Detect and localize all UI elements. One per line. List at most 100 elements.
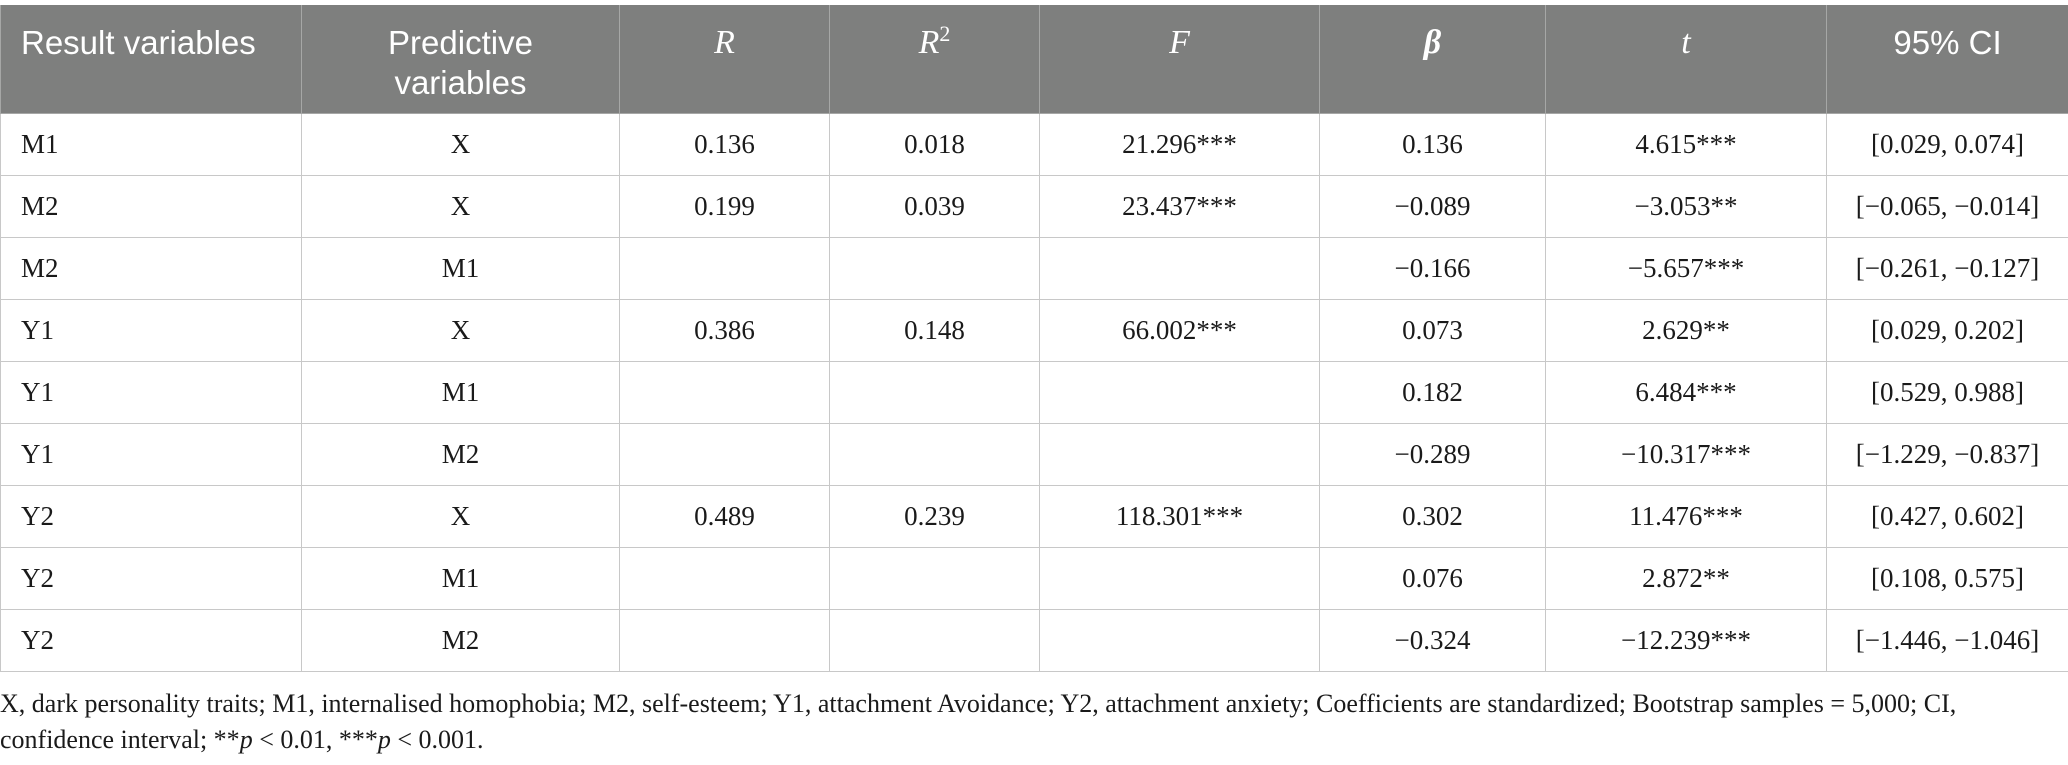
cell-ci: [0.529, 0.988]: [1826, 360, 2068, 424]
cell-r: [619, 546, 830, 610]
cell-result: Y1: [0, 298, 302, 362]
cell-r2: [829, 360, 1040, 424]
cell-result: M1: [0, 112, 302, 176]
cell-r: [619, 236, 830, 300]
cell-beta: 0.073: [1319, 298, 1546, 362]
cell-predictive: M1: [301, 546, 620, 610]
cell-r: [619, 608, 830, 672]
table-footnote: X, dark personality traits; M1, internal…: [0, 686, 2060, 758]
cell-r2: [829, 608, 1040, 672]
cell-predictive: M1: [301, 236, 620, 300]
header-beta: β: [1319, 5, 1546, 114]
cell-beta: −0.324: [1319, 608, 1546, 672]
cell-f: [1039, 608, 1320, 672]
cell-f: 118.301***: [1039, 484, 1320, 548]
cell-r2: [829, 422, 1040, 486]
footnote-p-symbol: p: [239, 725, 253, 754]
cell-t: 11.476***: [1545, 484, 1827, 548]
cell-f: [1039, 236, 1320, 300]
cell-f: [1039, 546, 1320, 610]
footnote-text: < 0.01, ***: [252, 725, 378, 754]
cell-r: 0.386: [619, 298, 830, 362]
cell-ci: [−0.261, −0.127]: [1826, 236, 2068, 300]
cell-predictive: M2: [301, 608, 620, 672]
cell-ci: [0.108, 0.575]: [1826, 546, 2068, 610]
cell-result: Y1: [0, 360, 302, 424]
header-result-variables: Result variables: [0, 5, 302, 114]
cell-r2: [829, 546, 1040, 610]
cell-f: 21.296***: [1039, 112, 1320, 176]
table-container: Result variables Predictive variables R …: [0, 5, 2068, 672]
cell-beta: 0.136: [1319, 112, 1546, 176]
cell-r2: 0.148: [829, 298, 1040, 362]
cell-result: Y2: [0, 608, 302, 672]
cell-r: 0.199: [619, 174, 830, 238]
cell-predictive: X: [301, 174, 620, 238]
cell-t: −5.657***: [1545, 236, 1827, 300]
cell-result: M2: [0, 236, 302, 300]
cell-t: 4.615***: [1545, 112, 1827, 176]
footnote-text: < 0.001.: [390, 725, 484, 754]
footnote-p-symbol: p: [377, 725, 391, 754]
cell-result: Y2: [0, 546, 302, 610]
cell-beta: −0.289: [1319, 422, 1546, 486]
footnote-text: X, dark personality traits; M1, internal…: [0, 689, 1957, 754]
table-row: Y2 X 0.489 0.239 118.301*** 0.302 11.476…: [0, 484, 2068, 548]
table-row: M1 X 0.136 0.018 21.296*** 0.136 4.615**…: [0, 112, 2068, 176]
header-row: Result variables Predictive variables R …: [0, 5, 2068, 114]
cell-ci: [0.029, 0.074]: [1826, 112, 2068, 176]
table-row: M2 X 0.199 0.039 23.437*** −0.089 −3.053…: [0, 174, 2068, 238]
header-r-squared-base: R: [918, 24, 940, 61]
cell-r: [619, 360, 830, 424]
cell-r2: 0.018: [829, 112, 1040, 176]
cell-t: −3.053**: [1545, 174, 1827, 238]
cell-predictive: M1: [301, 360, 620, 424]
cell-r2: 0.039: [829, 174, 1040, 238]
table-row: Y2 M2 −0.324 −12.239*** [−1.446, −1.046]: [0, 608, 2068, 672]
cell-beta: −0.089: [1319, 174, 1546, 238]
cell-beta: 0.182: [1319, 360, 1546, 424]
header-predictive-variables: Predictive variables: [301, 5, 620, 114]
table-row: Y1 X 0.386 0.148 66.002*** 0.073 2.629**…: [0, 298, 2068, 362]
header-r-squared: R2: [829, 5, 1040, 114]
cell-t: −12.239***: [1545, 608, 1827, 672]
cell-r: 0.136: [619, 112, 830, 176]
cell-result: Y1: [0, 422, 302, 486]
table-row: Y1 M1 0.182 6.484*** [0.529, 0.988]: [0, 360, 2068, 424]
header-f: F: [1039, 5, 1320, 114]
header-r-squared-exponent: 2: [939, 21, 951, 46]
cell-t: 2.872**: [1545, 546, 1827, 610]
cell-ci: [−1.446, −1.046]: [1826, 608, 2068, 672]
cell-predictive: X: [301, 298, 620, 362]
table-row: Y1 M2 −0.289 −10.317*** [−1.229, −0.837]: [0, 422, 2068, 486]
cell-result: M2: [0, 174, 302, 238]
cell-t: −10.317***: [1545, 422, 1827, 486]
cell-ci: [0.427, 0.602]: [1826, 484, 2068, 548]
cell-beta: 0.302: [1319, 484, 1546, 548]
table-row: Y2 M1 0.076 2.872** [0.108, 0.575]: [0, 546, 2068, 610]
header-ci: 95% CI: [1826, 5, 2068, 114]
header-r: R: [619, 5, 830, 114]
cell-ci: [−0.065, −0.014]: [1826, 174, 2068, 238]
table-row: M2 M1 −0.166 −5.657*** [−0.261, −0.127]: [0, 236, 2068, 300]
cell-r2: 0.239: [829, 484, 1040, 548]
cell-t: 6.484***: [1545, 360, 1827, 424]
cell-beta: −0.166: [1319, 236, 1546, 300]
cell-f: 66.002***: [1039, 298, 1320, 362]
cell-r2: [829, 236, 1040, 300]
cell-f: 23.437***: [1039, 174, 1320, 238]
cell-ci: [−1.229, −0.837]: [1826, 422, 2068, 486]
cell-predictive: X: [301, 112, 620, 176]
cell-f: [1039, 360, 1320, 424]
cell-r: [619, 422, 830, 486]
cell-result: Y2: [0, 484, 302, 548]
cell-beta: 0.076: [1319, 546, 1546, 610]
cell-predictive: X: [301, 484, 620, 548]
regression-table: Result variables Predictive variables R …: [0, 5, 2068, 672]
cell-r: 0.489: [619, 484, 830, 548]
cell-f: [1039, 422, 1320, 486]
cell-ci: [0.029, 0.202]: [1826, 298, 2068, 362]
header-t: t: [1545, 5, 1827, 114]
cell-t: 2.629**: [1545, 298, 1827, 362]
cell-predictive: M2: [301, 422, 620, 486]
